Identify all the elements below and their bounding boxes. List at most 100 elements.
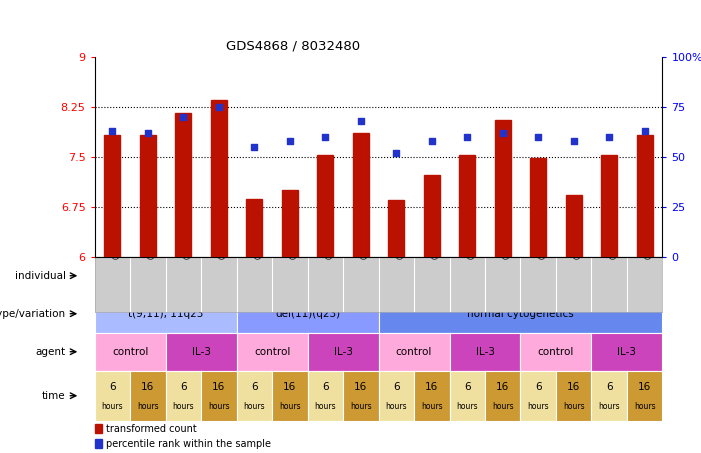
Text: GSM1244805: GSM1244805 [468,208,476,260]
Text: AML 1: AML 1 [150,271,182,281]
Bar [104,135,121,257]
Bar [495,120,511,257]
Text: IL-3: IL-3 [475,347,494,357]
Text: 6: 6 [322,382,329,392]
Point [639,127,651,135]
Text: percentile rank within the sample: percentile rank within the sample [106,439,271,448]
Point [426,137,437,145]
Text: hours: hours [102,402,123,411]
Text: GSM1244803: GSM1244803 [325,208,334,260]
Text: hours: hours [137,402,158,411]
Text: 6: 6 [393,382,400,392]
Text: 6: 6 [180,382,186,392]
Bar [140,135,156,257]
Text: GSM1244807: GSM1244807 [609,208,618,260]
Text: hours: hours [386,402,407,411]
Point [533,133,544,140]
Point [213,103,224,111]
Text: hours: hours [208,402,230,411]
Text: GSM1244808: GSM1244808 [148,209,157,260]
Point [284,137,295,145]
Text: transformed count: transformed count [106,424,196,434]
Text: agent: agent [36,347,66,357]
Text: AML 2: AML 2 [292,271,323,281]
Bar [95,439,102,448]
Text: control: control [112,347,149,357]
Text: 16: 16 [141,382,154,392]
Text: 16: 16 [567,382,580,392]
Text: hours: hours [563,402,585,411]
Text: AML 3: AML 3 [434,271,465,281]
Bar [388,200,404,257]
Text: GSM1244799: GSM1244799 [573,208,583,260]
Text: GSM1244800: GSM1244800 [645,208,654,260]
Bar [95,424,102,434]
Text: 6: 6 [464,382,470,392]
Text: hours: hours [492,402,514,411]
Point [390,149,402,156]
Bar [459,155,475,257]
Text: AML 4: AML 4 [576,271,607,281]
Text: 16: 16 [425,382,438,392]
Point [355,117,367,125]
Text: GSM1244801: GSM1244801 [184,209,192,260]
Text: del(11)(q23): del(11)(q23) [275,309,340,319]
Bar [566,195,582,257]
Bar [246,199,262,257]
Point [320,133,331,140]
Point [568,137,579,145]
Bar [530,158,546,257]
Text: 16: 16 [354,382,367,392]
Point [142,129,154,136]
Text: hours: hours [243,402,265,411]
Text: hours: hours [599,402,620,411]
Text: 16: 16 [496,382,510,392]
Text: IL-3: IL-3 [191,347,210,357]
Text: control: control [254,347,290,357]
Text: 6: 6 [109,382,116,392]
Text: GSM1244804: GSM1244804 [396,208,405,260]
Bar [637,135,653,257]
Text: hours: hours [279,402,301,411]
Text: GSM1244806: GSM1244806 [538,208,547,260]
Text: t(9;11), 11q23: t(9;11), 11q23 [128,309,203,319]
Text: hours: hours [456,402,478,411]
Text: GSM1244795: GSM1244795 [290,208,299,260]
Bar [318,155,333,257]
Point [604,133,615,140]
Text: individual: individual [15,271,66,281]
Bar [353,133,369,257]
Text: hours: hours [421,402,442,411]
Text: control: control [538,347,574,357]
Text: hours: hours [315,402,336,411]
Bar [282,190,298,257]
Text: time: time [42,391,66,401]
Text: hours: hours [172,402,194,411]
Text: GSM1244794: GSM1244794 [219,208,228,260]
Text: GDS4868 / 8032480: GDS4868 / 8032480 [226,39,360,52]
Text: IL-3: IL-3 [334,347,353,357]
Text: hours: hours [527,402,549,411]
Point [249,143,260,150]
Text: 16: 16 [638,382,651,392]
Text: GSM1244798: GSM1244798 [503,208,512,260]
Bar [175,113,191,257]
Text: genotype/variation: genotype/variation [0,309,66,319]
Point [462,133,473,140]
Text: GSM1244797: GSM1244797 [432,208,441,260]
Text: IL-3: IL-3 [618,347,637,357]
Text: 16: 16 [283,382,297,392]
Point [107,127,118,135]
Text: GSM1244802: GSM1244802 [254,209,264,260]
Text: 6: 6 [251,382,258,392]
Point [497,129,508,136]
Point [178,113,189,120]
Text: hours: hours [350,402,372,411]
Text: 6: 6 [535,382,542,392]
Bar [601,155,617,257]
Text: 16: 16 [212,382,226,392]
Text: normal cytogenetics: normal cytogenetics [467,309,574,319]
Text: control: control [396,347,433,357]
Text: GSM1244796: GSM1244796 [361,208,370,260]
Bar [424,175,440,257]
